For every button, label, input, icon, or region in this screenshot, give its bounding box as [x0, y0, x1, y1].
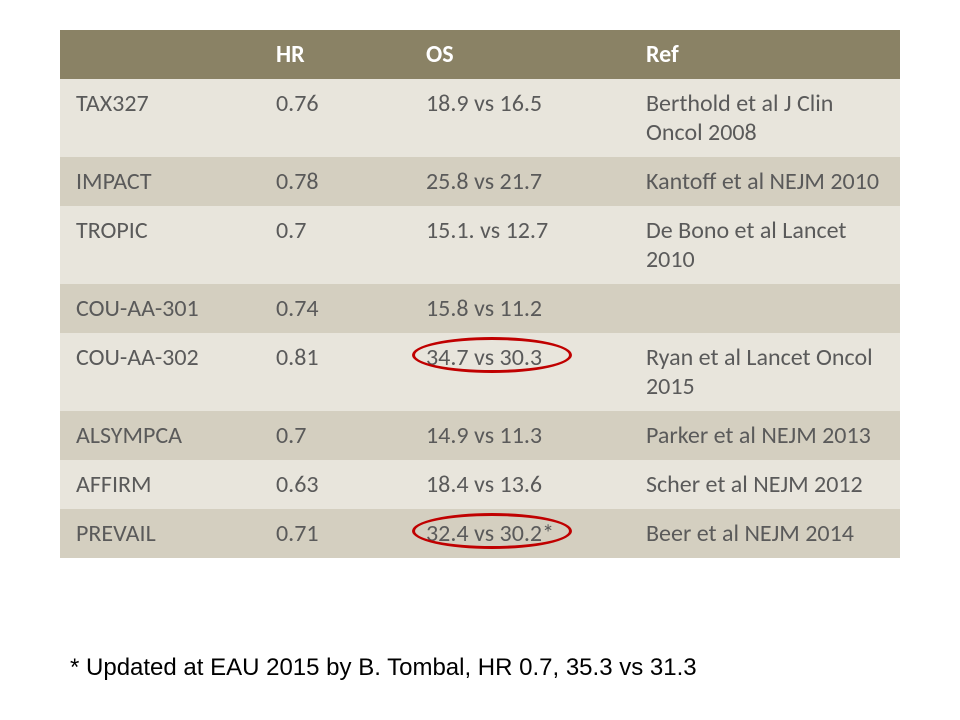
header-os: OS: [410, 30, 630, 79]
clinical-trials-table: HR OS Ref TAX3270.7618.9 vs 16.5Berthold…: [60, 30, 900, 558]
cell-os: 34.7 vs 30.3: [410, 333, 630, 411]
cell-os: 25.8 vs 21.7: [410, 157, 630, 206]
cell-study: ALSYMPCA: [60, 411, 260, 460]
footnote: * Updated at EAU 2015 by B. Tombal, HR 0…: [70, 654, 697, 682]
table-row: TAX3270.7618.9 vs 16.5Berthold et al J C…: [60, 79, 900, 157]
table-row: TROPIC0.715.1. vs 12.7De Bono et al Lanc…: [60, 206, 900, 284]
table-row: AFFIRM0.6318.4 vs 13.6Scher et al NEJM 2…: [60, 460, 900, 509]
cell-study: TROPIC: [60, 206, 260, 284]
header-ref: Ref: [630, 30, 900, 79]
cell-os: 15.8 vs 11.2: [410, 284, 630, 333]
cell-hr: 0.74: [260, 284, 410, 333]
cell-os: 18.4 vs 13.6: [410, 460, 630, 509]
cell-hr: 0.63: [260, 460, 410, 509]
cell-ref: Ryan et al Lancet Oncol 2015: [630, 333, 900, 411]
cell-study: COU-AA-302: [60, 333, 260, 411]
cell-ref: Kantoff et al NEJM 2010: [630, 157, 900, 206]
cell-hr: 0.7: [260, 206, 410, 284]
cell-ref: Berthold et al J Clin Oncol 2008: [630, 79, 900, 157]
cell-ref: Scher et al NEJM 2012: [630, 460, 900, 509]
header-hr: HR: [260, 30, 410, 79]
cell-study: COU-AA-301: [60, 284, 260, 333]
cell-os: 15.1. vs 12.7: [410, 206, 630, 284]
cell-hr: 0.81: [260, 333, 410, 411]
cell-study: TAX327: [60, 79, 260, 157]
header-study: [60, 30, 260, 79]
cell-ref: [630, 284, 900, 333]
cell-study: AFFIRM: [60, 460, 260, 509]
cell-ref: De Bono et al Lancet 2010: [630, 206, 900, 284]
table-row: COU-AA-3010.7415.8 vs 11.2: [60, 284, 900, 333]
table-row: ALSYMPCA0.714.9 vs 11.3Parker et al NEJM…: [60, 411, 900, 460]
table-row: IMPACT0.7825.8 vs 21.7Kantoff et al NEJM…: [60, 157, 900, 206]
cell-hr: 0.76: [260, 79, 410, 157]
cell-hr: 0.78: [260, 157, 410, 206]
table-header-row: HR OS Ref: [60, 30, 900, 79]
cell-study: PREVAIL: [60, 509, 260, 558]
cell-os: 18.9 vs 16.5: [410, 79, 630, 157]
cell-os: 14.9 vs 11.3: [410, 411, 630, 460]
cell-hr: 0.7: [260, 411, 410, 460]
cell-ref: Beer et al NEJM 2014: [630, 509, 900, 558]
cell-hr: 0.71: [260, 509, 410, 558]
table-row: PREVAIL0.7132.4 vs 30.2*Beer et al NEJM …: [60, 509, 900, 558]
cell-study: IMPACT: [60, 157, 260, 206]
cell-os: 32.4 vs 30.2*: [410, 509, 630, 558]
cell-ref: Parker et al NEJM 2013: [630, 411, 900, 460]
table-row: COU-AA-3020.8134.7 vs 30.3Ryan et al Lan…: [60, 333, 900, 411]
